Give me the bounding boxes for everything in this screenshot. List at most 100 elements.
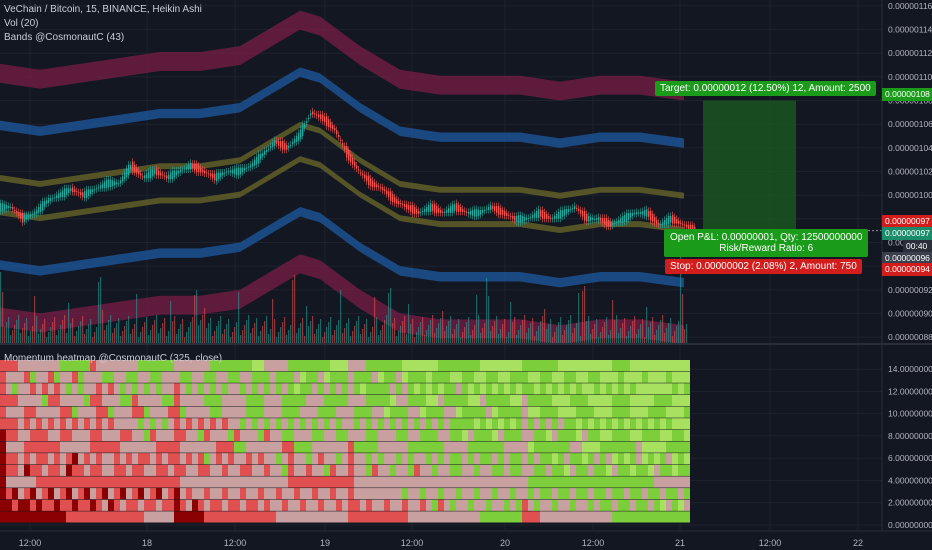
candle-body (214, 173, 216, 181)
heat-cell (474, 383, 480, 395)
heat-cell (402, 511, 408, 523)
heat-cell (246, 464, 252, 476)
heat-cell (480, 394, 486, 407)
heat-cell (642, 383, 648, 395)
heat-cell (534, 394, 540, 407)
heat-cell (588, 383, 594, 395)
heat-cell (6, 476, 12, 488)
heat-cell (24, 418, 30, 430)
heat-cell (492, 429, 498, 441)
heat-cell (594, 371, 600, 383)
heat-cell (606, 511, 612, 523)
volume-bar (330, 317, 332, 343)
candle-body (294, 139, 296, 143)
volume-bar (684, 329, 686, 343)
heat-cell (168, 394, 174, 407)
heat-cell (144, 383, 150, 395)
heat-cell (96, 476, 102, 488)
heat-cell (282, 441, 288, 453)
heat-cell (354, 499, 360, 511)
heat-cell (30, 406, 36, 418)
candle-body (376, 184, 378, 188)
heat-cell (390, 464, 396, 476)
volume-bar (618, 333, 620, 343)
heat-cell (252, 418, 258, 430)
heat-cell (504, 394, 510, 407)
candle-body (426, 207, 428, 212)
candle-body (232, 169, 234, 174)
heat-cell (630, 360, 636, 372)
heat-cell (540, 429, 546, 441)
candle-body (24, 215, 26, 222)
heat-cell (546, 418, 552, 430)
heat-cell (72, 418, 78, 430)
heat-cell (102, 476, 108, 488)
open-pnl-box[interactable]: Open P&L: 0.00000001, Qty: 12500000000 R… (664, 229, 869, 257)
heat-cell (12, 476, 18, 488)
heat-cell (138, 371, 144, 383)
volume-bar (386, 315, 388, 343)
heat-cell (492, 418, 498, 430)
heat-cell (432, 360, 438, 372)
candle-body (278, 141, 280, 146)
heat-cell (402, 383, 408, 395)
heat-cell (78, 371, 84, 383)
heat-cell (372, 418, 378, 430)
volume-bar (520, 325, 522, 343)
volume-bar (58, 330, 60, 343)
heat-cell (420, 383, 426, 395)
candle-body (512, 215, 514, 219)
heat-cell (114, 406, 120, 418)
heat-cell (552, 453, 558, 465)
heat-cell (0, 441, 6, 453)
heat-cell (96, 453, 102, 465)
volume-bar (208, 323, 210, 343)
target-price-tag: 0.00000108 (882, 88, 932, 101)
heat-cell (210, 429, 216, 441)
volume-bar (354, 326, 356, 343)
heat-cell (456, 453, 462, 465)
heat-cell (570, 406, 576, 418)
volume-bar (470, 335, 472, 343)
heat-cell (0, 371, 6, 383)
stop-label[interactable]: Stop: 0.00000002 (2.08%) 2, Amount: 750 (665, 259, 862, 274)
target-label[interactable]: Target: 0.00000012 (12.50%) 12, Amount: … (655, 81, 876, 96)
heat-cell (12, 406, 18, 418)
volume-bar (444, 331, 446, 343)
heat-cell (408, 406, 414, 418)
heat-cell (654, 453, 660, 465)
heat-cell (42, 394, 48, 407)
heat-cell (618, 499, 624, 511)
heat-cell (654, 464, 660, 476)
heat-cell (354, 371, 360, 383)
heat-cell (534, 453, 540, 465)
heat-cell (432, 394, 438, 407)
heat-cell (108, 418, 114, 430)
volume-bar (490, 331, 492, 343)
heat-cell (186, 499, 192, 511)
heat-cell (612, 453, 618, 465)
heat-cell (660, 394, 666, 407)
heat-cell (654, 476, 660, 488)
heat-cell (582, 476, 588, 488)
heat-cell (132, 360, 138, 372)
volume-legend[interactable]: Vol (20) (4, 18, 39, 29)
candle-body (550, 217, 552, 219)
bands-legend[interactable]: Bands @CosmonautC (43) (4, 32, 125, 43)
heat-cell (84, 499, 90, 511)
heat-cell (240, 453, 246, 465)
heat-cell (174, 418, 180, 430)
heat-cell (300, 453, 306, 465)
price-tick-label: 0.00000090 (888, 308, 932, 318)
outer-upper-band (0, 10, 684, 101)
candle-body (202, 169, 204, 173)
heatmap-legend[interactable]: Momentum heatmap @CosmonautC (325, close… (4, 353, 223, 364)
symbol-legend[interactable]: VeChain / Bitcoin, 15, BINANCE, Heikin A… (4, 4, 202, 15)
heat-cell (276, 371, 282, 383)
heat-cell (240, 418, 246, 430)
candle-body (406, 204, 408, 209)
heat-cell (36, 429, 42, 441)
heat-cell (630, 383, 636, 395)
candle-body (410, 205, 412, 212)
